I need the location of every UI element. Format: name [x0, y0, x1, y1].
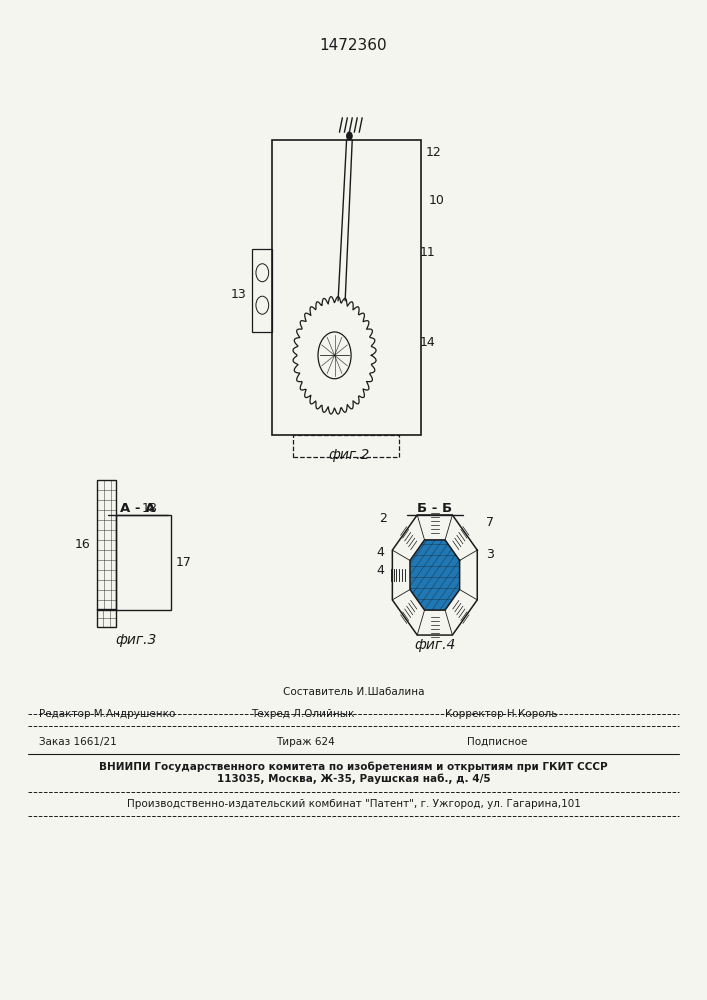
Text: 3: 3: [486, 548, 494, 562]
Bar: [272, 140, 421, 435]
Text: 13: 13: [230, 288, 246, 302]
Text: 1472360: 1472360: [320, 37, 387, 52]
Text: Редактор М.Андрушенко: Редактор М.Андрушенко: [39, 709, 175, 719]
Text: 10: 10: [429, 194, 445, 207]
Text: Тираж 624: Тираж 624: [276, 737, 334, 747]
Text: Подписное: Подписное: [467, 737, 527, 747]
Text: 11: 11: [419, 245, 435, 258]
Text: А - А: А - А: [120, 502, 156, 514]
Bar: [293, 435, 399, 457]
Text: 16: 16: [75, 538, 90, 552]
Circle shape: [346, 132, 352, 140]
Text: Заказ 1661/21: Заказ 1661/21: [39, 737, 117, 747]
Text: Б - Б: Б - Б: [417, 502, 452, 514]
Bar: [252, 249, 272, 332]
Text: 4: 4: [377, 546, 385, 558]
Text: Производственно-издательский комбинат "Патент", г. Ужгород, ул. Гагарина,101: Производственно-издательский комбинат "П…: [127, 799, 580, 809]
Text: 113035, Москва, Ж-35, Раушская наб., д. 4/5: 113035, Москва, Ж-35, Раушская наб., д. …: [216, 774, 491, 784]
Text: фиг.4: фиг.4: [414, 638, 455, 652]
Bar: [97, 480, 116, 610]
Text: 2: 2: [380, 512, 387, 524]
Text: 12: 12: [426, 145, 441, 158]
Polygon shape: [410, 540, 460, 610]
Text: фиг.2: фиг.2: [328, 448, 369, 462]
Text: Составитель И.Шабалина: Составитель И.Шабалина: [283, 687, 424, 697]
Text: 17: 17: [175, 556, 191, 568]
Bar: [116, 515, 171, 610]
Bar: [97, 609, 116, 627]
Text: Корректор Н.Король: Корректор Н.Король: [445, 709, 558, 719]
Text: 4: 4: [377, 564, 385, 576]
Text: 7: 7: [486, 516, 494, 528]
Text: 14: 14: [419, 336, 435, 349]
Text: 18: 18: [141, 502, 157, 514]
Text: Техред Л.Олийнык: Техред Л.Олийнык: [251, 709, 354, 719]
Text: фиг.3: фиг.3: [116, 633, 157, 647]
Text: ВНИИПИ Государственного комитета по изобретениям и открытиям при ГКИТ СССР: ВНИИПИ Государственного комитета по изоб…: [99, 762, 608, 772]
